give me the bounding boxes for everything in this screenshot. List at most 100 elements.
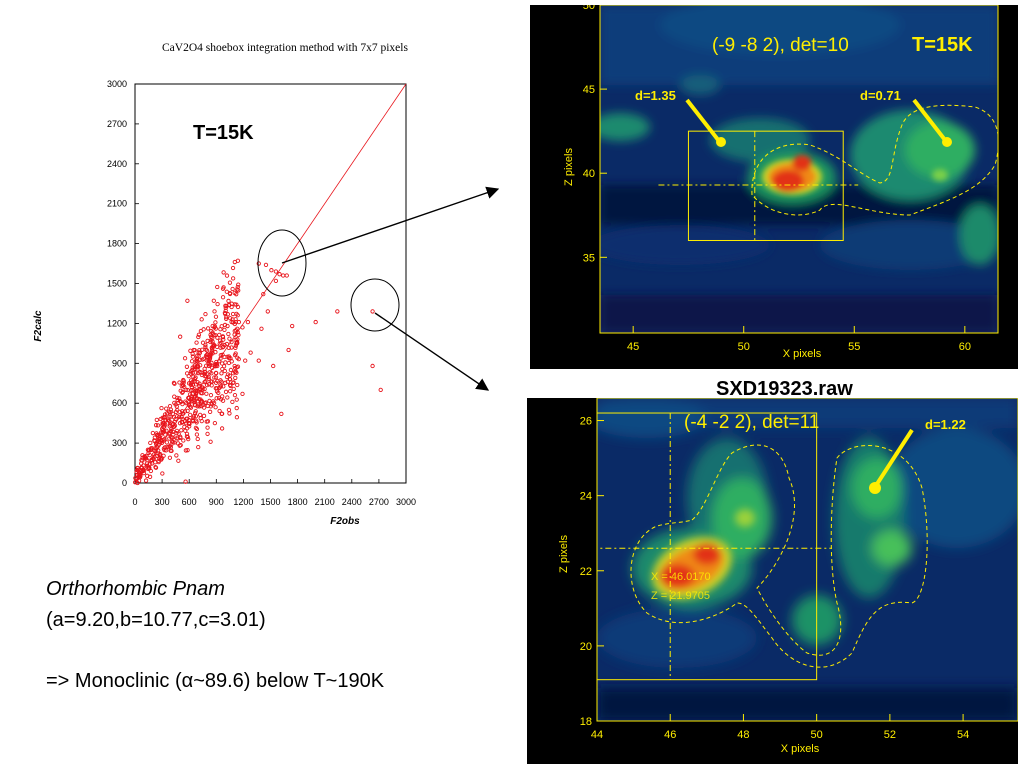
- crystal-system-note: Orthorhombic Pnam: [46, 578, 225, 600]
- scatter-point: [213, 320, 218, 325]
- scatter-point: [140, 453, 145, 458]
- scatter-point: [213, 361, 218, 367]
- scatter-point: [235, 304, 241, 310]
- scatter-point: [370, 363, 375, 369]
- scatter-point: [218, 384, 224, 389]
- scatter-point: [227, 280, 233, 285]
- scatter-points: [132, 258, 383, 486]
- scatter-point: [230, 317, 235, 322]
- scatter-point: [196, 444, 201, 450]
- x-tick-label: 1200: [233, 497, 253, 507]
- monoclinic-note-end: ~89.6) below T~190K: [193, 670, 385, 692]
- scatter-point: [213, 326, 218, 331]
- scatter-point: [172, 381, 177, 386]
- scatter-point: [145, 447, 151, 452]
- scatter-point: [177, 409, 182, 415]
- scatter-point: [190, 365, 195, 370]
- scatter-point: [180, 417, 185, 422]
- scatter-point: [193, 402, 198, 408]
- scatter-point: [228, 367, 234, 373]
- scatter-point: [181, 411, 186, 416]
- scatter-point: [228, 356, 233, 361]
- scatter-point: [199, 404, 204, 409]
- y-tick-label: 600: [112, 398, 127, 408]
- highlight-ellipse-right: [350, 278, 400, 332]
- scatter-point: [177, 398, 183, 404]
- scatter-point: [184, 364, 190, 369]
- scatter-point: [170, 411, 175, 416]
- scatter-point: [234, 405, 239, 411]
- scatter-point: [236, 356, 241, 362]
- scatter-point: [190, 354, 196, 359]
- scatter-point: [171, 421, 176, 427]
- scatter-point: [196, 350, 201, 355]
- scatter-point: [141, 470, 146, 476]
- scatter-point: [230, 399, 235, 405]
- scatter-point: [183, 448, 189, 453]
- scatter-point: [235, 382, 240, 388]
- scatter-point: [220, 295, 226, 300]
- scatter-point: [145, 473, 150, 478]
- scatter-point: [193, 409, 198, 414]
- bottom-readout-x: X = 46.0170: [651, 571, 711, 583]
- scatter-point: [232, 332, 237, 337]
- scatter-point: [223, 380, 228, 385]
- scatter-point: [213, 375, 219, 380]
- scatter-point: [156, 448, 161, 453]
- scatter-point: [229, 345, 234, 350]
- scatter-point: [212, 420, 218, 426]
- scatter-point: [199, 317, 204, 322]
- scatter-point: [219, 371, 224, 376]
- scatter-point: [218, 378, 223, 383]
- scatter-title: CaV2O4 shoebox integration method with 7…: [162, 42, 408, 54]
- heatmap-top: 45 50 55 60 35 40 45 50 d=1.35 d=0.71 (-9 -8 2)…: [530, 5, 1018, 369]
- scatter-point: [167, 430, 172, 436]
- bottom-title: (-4 -2 2), det=11: [684, 412, 819, 433]
- top-label-d071: d=0.71: [860, 88, 901, 103]
- scatter-point: [161, 415, 167, 420]
- x-tick-label: 900: [209, 497, 224, 507]
- scatter-point: [143, 478, 149, 483]
- scatter-point: [214, 396, 219, 401]
- scatter-point: [197, 348, 202, 353]
- heatmap-bottom: 44 46 48 50 52 54 18 20 22 24 26 d=1.22 (-4 -2 2),…: [527, 398, 1018, 764]
- scatter-point: [204, 352, 210, 357]
- scatter-point: [154, 431, 159, 436]
- y-tick-label: 0: [122, 478, 127, 488]
- scatter-point: [222, 327, 227, 333]
- scatter-point: [201, 327, 206, 332]
- scatter-point: [263, 262, 269, 268]
- scatter-plot: CaV2O4 shoebox integration method with 7…: [33, 42, 416, 527]
- scatter-point: [225, 312, 230, 317]
- scatter-point: [190, 351, 195, 357]
- scatter-point: [215, 301, 220, 307]
- scatter-point: [151, 457, 156, 462]
- scatter-point: [204, 419, 209, 424]
- scatter-point: [220, 286, 226, 291]
- scatter-point: [207, 409, 213, 414]
- scatter-point: [212, 309, 217, 314]
- top-pointer-d135: [685, 98, 721, 143]
- scatter-point: [223, 308, 228, 313]
- y-tick-label: 300: [112, 438, 127, 448]
- heat-y-tick-label: 20: [580, 641, 592, 653]
- scatter-point: [181, 380, 186, 385]
- scatter-point: [174, 431, 179, 436]
- scatter-point: [210, 330, 215, 335]
- y-tick-label: 1800: [107, 239, 127, 249]
- scatter-point: [193, 370, 198, 375]
- heat-y-tick-label: 26: [580, 416, 592, 428]
- scatter-point: [227, 411, 232, 416]
- scatter-point: [160, 471, 165, 476]
- scatter-point: [166, 444, 171, 450]
- scatter-point: [213, 364, 218, 369]
- scatter-point: [186, 381, 192, 386]
- scatter-point: [202, 379, 207, 385]
- y-tick-label: 1500: [107, 279, 127, 289]
- x-tick-label: 2100: [315, 497, 335, 507]
- scatter-point: [231, 386, 236, 391]
- scatter-point: [137, 472, 143, 477]
- scatter-point: [210, 351, 215, 356]
- scatter-point: [235, 313, 240, 318]
- scatter-point: [183, 399, 188, 404]
